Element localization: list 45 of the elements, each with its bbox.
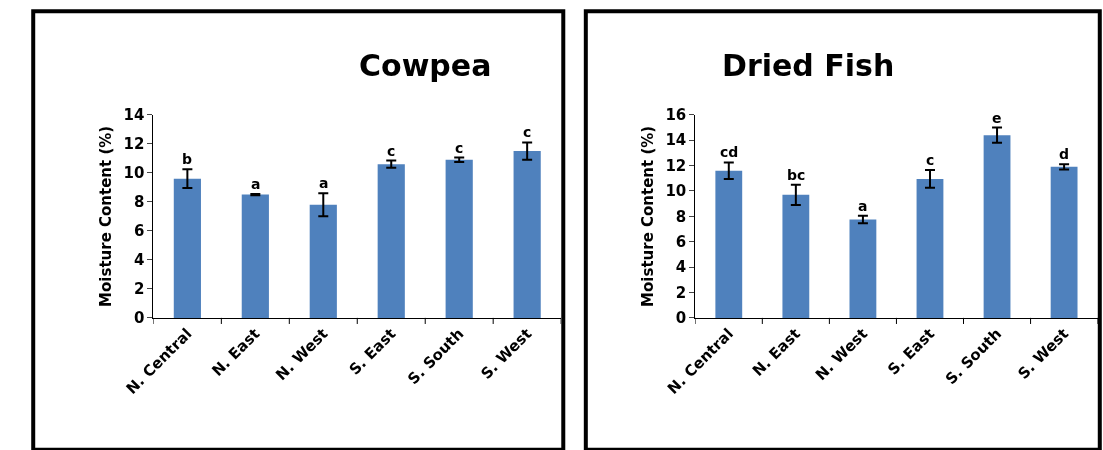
bar bbox=[173, 178, 201, 318]
annotation: c bbox=[926, 152, 935, 168]
chart-title: Cowpea bbox=[359, 48, 492, 83]
y-tick-label: 4 bbox=[675, 258, 687, 277]
annotation: cd bbox=[720, 144, 739, 160]
annotation: c bbox=[523, 124, 532, 140]
annotation: a bbox=[319, 175, 329, 191]
y-tick-label: 10 bbox=[665, 182, 687, 201]
y-tick-label: 4 bbox=[133, 251, 145, 270]
y-tick-label: 2 bbox=[675, 283, 687, 302]
y-tick-label: 14 bbox=[665, 131, 687, 150]
y-tick-label: 6 bbox=[133, 222, 145, 241]
y-tick-label: 14 bbox=[123, 106, 145, 125]
y-tick-label: 10 bbox=[123, 164, 145, 183]
annotation: e bbox=[992, 110, 1002, 126]
y-tick-label: 8 bbox=[133, 193, 145, 212]
bar bbox=[445, 159, 473, 318]
y-axis-title: Moisture Content (%) bbox=[96, 125, 115, 307]
chart-title: Dried Fish bbox=[722, 48, 895, 83]
bar bbox=[1050, 166, 1078, 318]
annotation: a bbox=[251, 176, 261, 192]
annotation: c bbox=[455, 140, 464, 156]
annotation: b bbox=[182, 151, 193, 167]
annotation: a bbox=[858, 198, 868, 214]
y-tick-label: 0 bbox=[133, 309, 145, 328]
y-tick-label: 12 bbox=[123, 135, 145, 154]
y-tick-label: 8 bbox=[675, 207, 687, 226]
bar bbox=[241, 194, 269, 318]
bar bbox=[849, 219, 877, 318]
y-tick-label: 12 bbox=[665, 156, 687, 175]
bar bbox=[916, 178, 944, 318]
bar bbox=[715, 170, 743, 318]
annotation: c bbox=[387, 143, 396, 159]
annotation: bc bbox=[787, 167, 806, 183]
y-tick-label: 2 bbox=[133, 280, 145, 299]
bar bbox=[983, 135, 1011, 318]
bar bbox=[309, 204, 337, 318]
y-tick-label: 0 bbox=[675, 309, 687, 328]
y-tick-label: 16 bbox=[665, 106, 687, 125]
bar bbox=[377, 164, 405, 318]
bar bbox=[513, 151, 541, 318]
y-tick-label: 6 bbox=[675, 232, 687, 251]
annotation: d bbox=[1059, 146, 1070, 162]
y-axis-title: Moisture Content (%) bbox=[638, 125, 657, 307]
bar bbox=[782, 194, 810, 318]
